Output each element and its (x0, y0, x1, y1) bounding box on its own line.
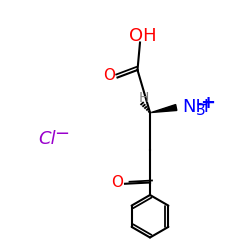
Polygon shape (151, 104, 177, 112)
Text: O: O (111, 175, 123, 190)
Text: Cl: Cl (39, 130, 56, 148)
Text: OH: OH (129, 27, 156, 45)
Text: +: + (200, 94, 215, 112)
Text: 3: 3 (196, 103, 205, 118)
Text: NH: NH (182, 98, 210, 116)
Text: O: O (103, 68, 115, 83)
Text: −: − (54, 125, 69, 143)
Text: H: H (138, 90, 149, 104)
